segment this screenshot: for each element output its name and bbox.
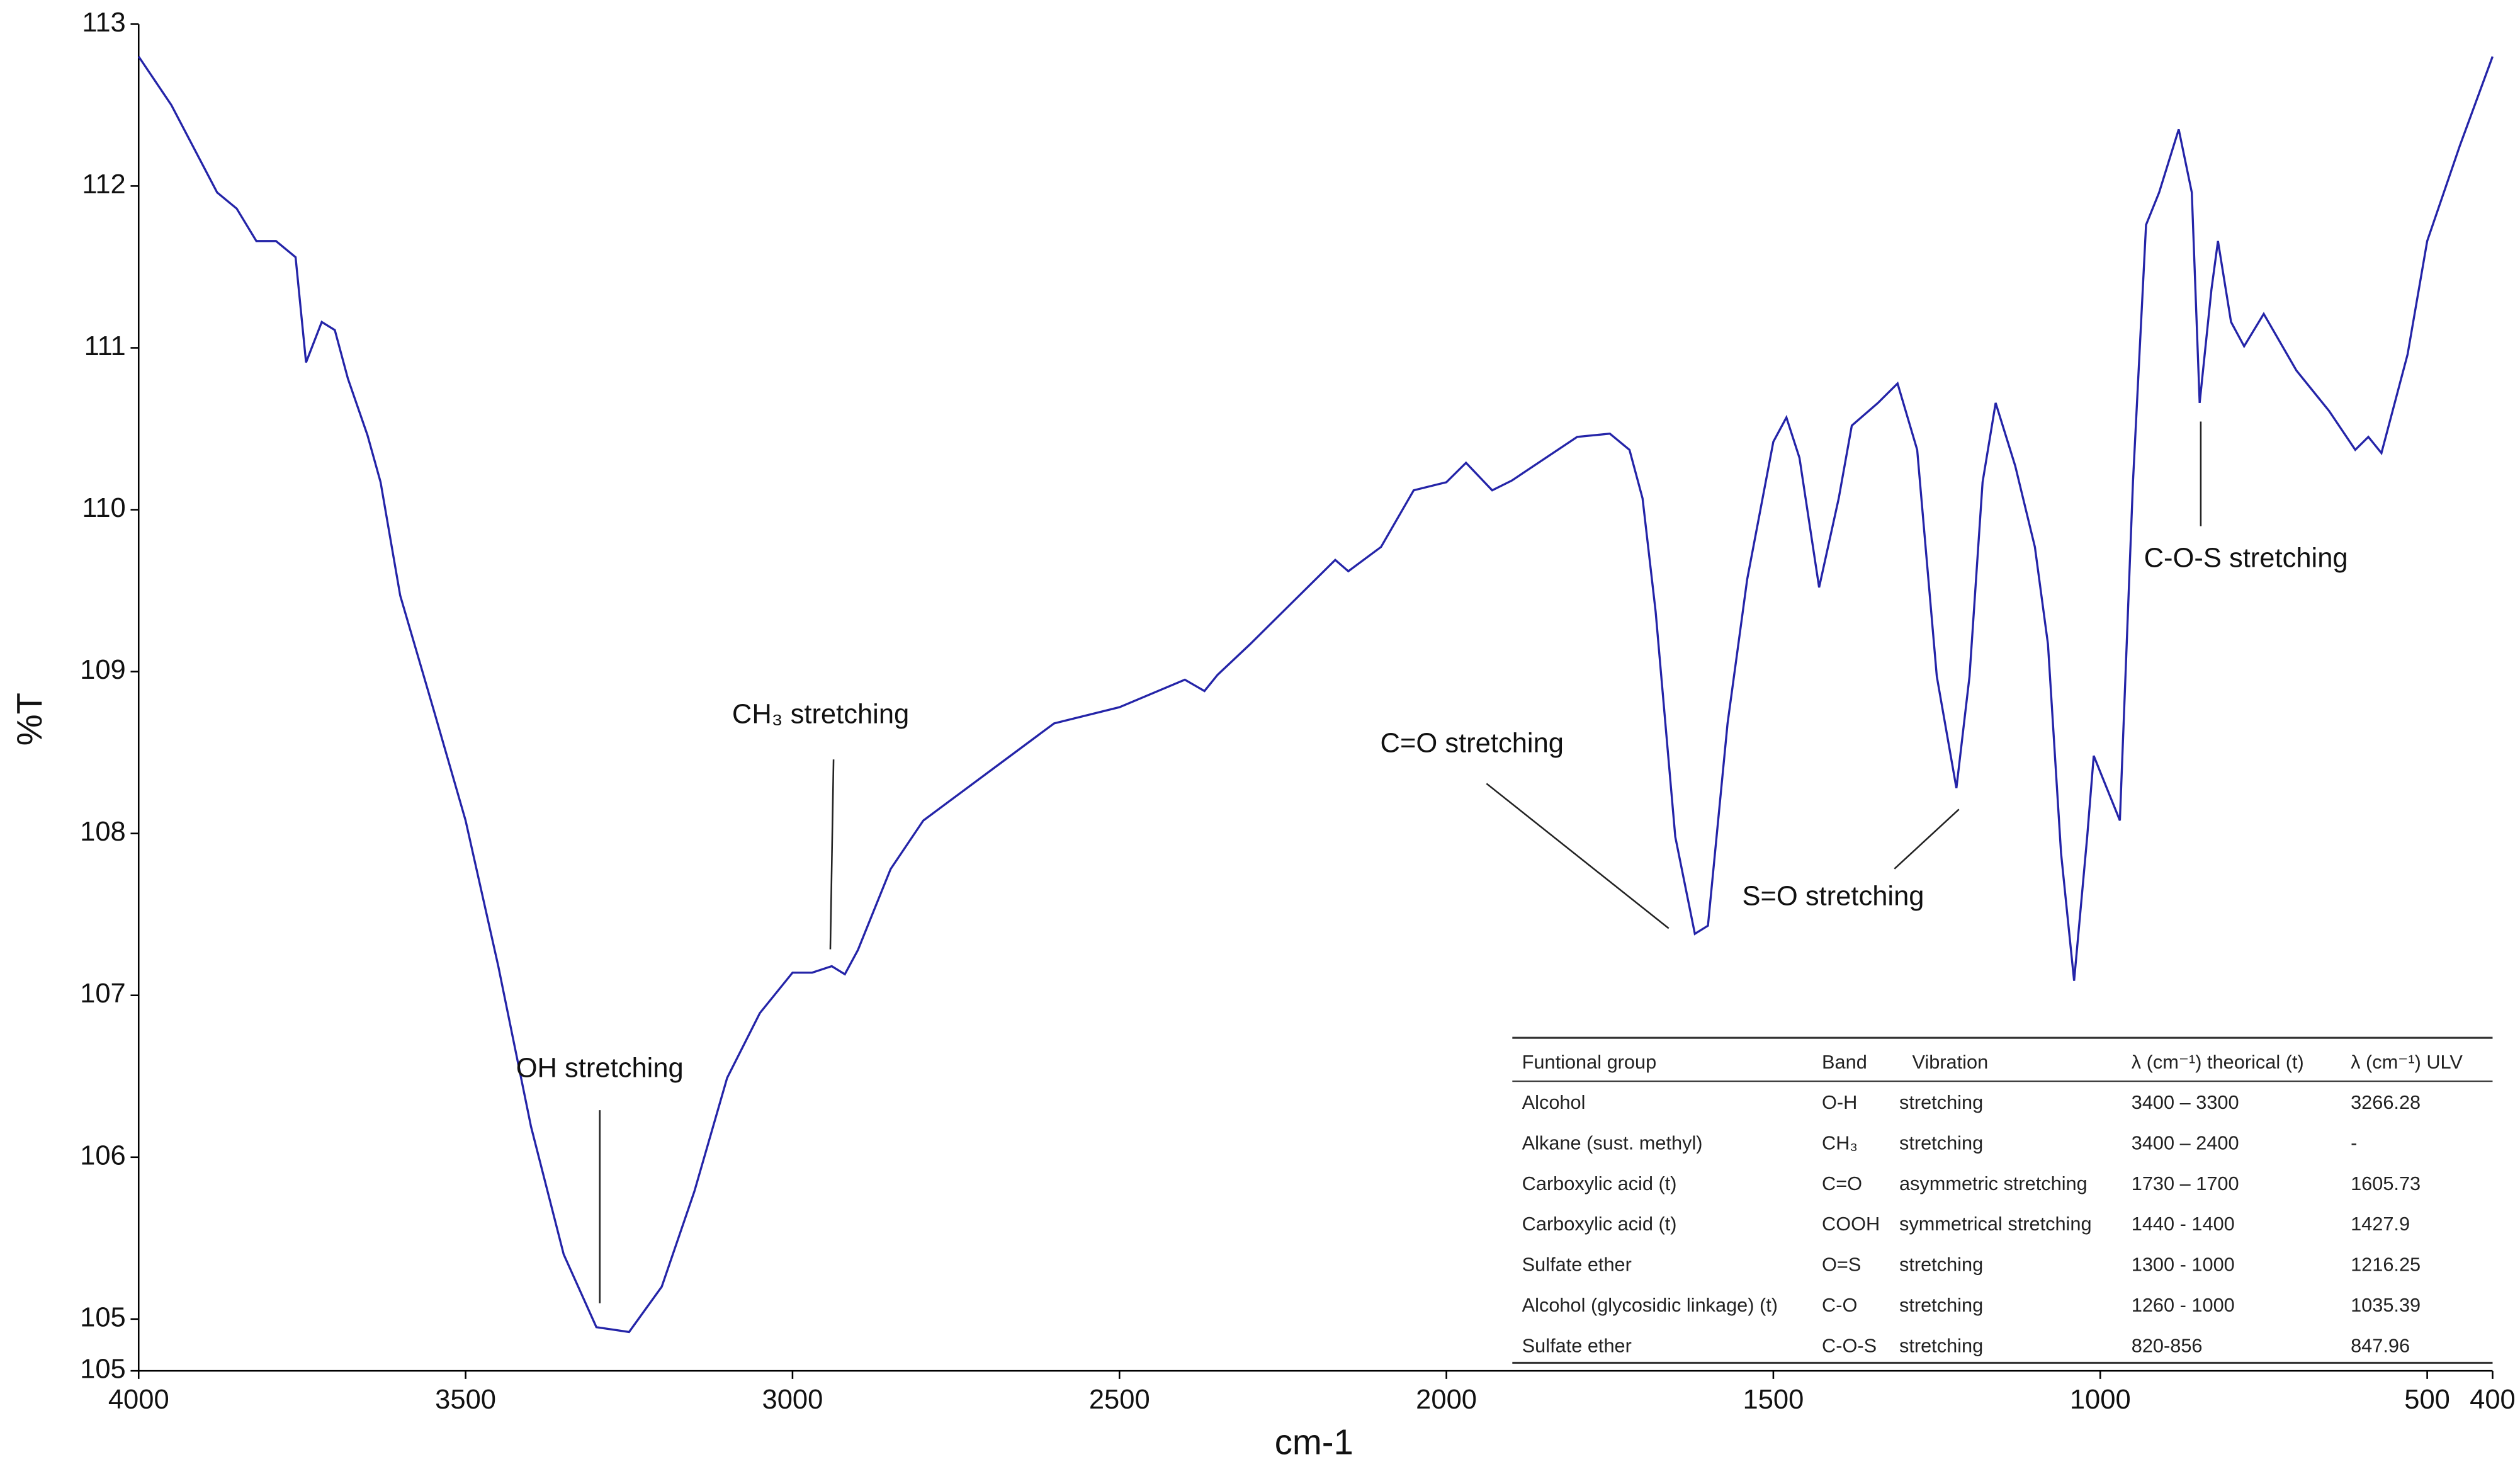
table-cell: 1035.39 <box>2351 1294 2421 1316</box>
table-cell: 1300 - 1000 <box>2132 1254 2235 1276</box>
spectrum-line <box>137 55 2494 1334</box>
annotation: OH stretching <box>516 1053 684 1084</box>
table-cell: COOH <box>1822 1213 1880 1235</box>
y-tick-label: 109 <box>80 655 126 685</box>
table-cell: 1440 - 1400 <box>2132 1213 2235 1235</box>
table-cell: 1260 - 1000 <box>2132 1294 2235 1316</box>
table-cell: stretching <box>1899 1132 1983 1154</box>
annotation: C-O-S stretching <box>2144 543 2348 574</box>
table-cell: CH₃ <box>1822 1132 1858 1154</box>
x-tick-label: 2000 <box>1416 1385 1477 1415</box>
table-cell: - <box>2351 1132 2357 1154</box>
table-header: Band <box>1822 1051 1867 1073</box>
table-cell: Carboxylic acid (t) <box>1522 1172 1677 1194</box>
table-cell: asymmetric stretching <box>1899 1172 2088 1194</box>
y-tick-label: 112 <box>82 169 125 200</box>
table-cell: 3400 – 2400 <box>2132 1132 2239 1154</box>
table-cell: stretching <box>1899 1091 1983 1113</box>
table-cell: C-O-S <box>1822 1334 1877 1356</box>
y-tick-label: 107 <box>80 978 126 1009</box>
table-cell: Alcohol (glycosidic linkage) (t) <box>1522 1294 1778 1316</box>
table-cell: 847.96 <box>2351 1334 2410 1356</box>
table-cell: 3266.28 <box>2351 1091 2421 1113</box>
table-cell: Sulfate ether <box>1522 1254 1632 1276</box>
x-tick-label: 3000 <box>762 1385 823 1415</box>
y-tick-label: 105 <box>80 1354 126 1385</box>
table-cell: C=O <box>1822 1172 1862 1194</box>
table-cell: 1216.25 <box>2351 1254 2421 1276</box>
x-tick-label: 4000 <box>108 1385 169 1415</box>
annotation-leader <box>1486 783 1670 929</box>
table-cell: stretching <box>1899 1334 1983 1356</box>
table-cell: O=S <box>1822 1254 1861 1276</box>
table-cell: Alcohol <box>1522 1091 1586 1113</box>
table-header: λ (cm⁻¹) ULV <box>2351 1051 2463 1073</box>
y-tick-label: 110 <box>82 493 125 523</box>
x-tick-label: 1000 <box>2070 1385 2131 1415</box>
table-cell: Carboxylic acid (t) <box>1522 1213 1677 1235</box>
table-cell: 3400 – 3300 <box>2132 1091 2239 1113</box>
y-tick-label: 106 <box>80 1140 126 1171</box>
x-tick-label: 2500 <box>1089 1385 1150 1415</box>
annotation-leader <box>829 759 835 950</box>
table-cell: stretching <box>1899 1294 1983 1316</box>
y-axis-title: %T <box>9 693 49 746</box>
y-tick-label: 111 <box>84 331 126 361</box>
x-axis-title: cm-1 <box>1275 1422 1353 1462</box>
x-tick-label: 1500 <box>1743 1385 1804 1415</box>
table-cell: 1730 – 1700 <box>2132 1172 2239 1194</box>
annotation: C=O stretching <box>1381 729 1564 759</box>
table-header: λ (cm⁻¹) theorical (t) <box>2132 1051 2304 1073</box>
annotation-leader <box>1894 808 1960 870</box>
y-tick-label: 108 <box>80 817 126 847</box>
table-cell: C-O <box>1822 1294 1857 1316</box>
table-cell: 820-856 <box>2132 1334 2203 1356</box>
table-cell: O-H <box>1822 1091 1857 1113</box>
table-cell: Alkane (sust. methyl) <box>1522 1132 1703 1154</box>
table-cell: 1427.9 <box>2351 1213 2410 1235</box>
table-cell: stretching <box>1899 1254 1983 1276</box>
x-tick-label: 400 <box>2470 1385 2516 1415</box>
x-tick-label: 500 <box>2404 1385 2450 1415</box>
annotation: S=O stretching <box>1742 881 1924 911</box>
table-cell: Sulfate ether <box>1522 1334 1632 1356</box>
table-header: Funtional group <box>1522 1051 1657 1073</box>
table-cell: 1605.73 <box>2351 1172 2421 1194</box>
x-tick-label: 3500 <box>435 1385 496 1415</box>
y-tick-label: 113 <box>82 8 125 38</box>
table-header: Vibration <box>1912 1051 1988 1073</box>
annotation: CH₃ stretching <box>732 700 909 730</box>
table-cell: symmetrical stretching <box>1899 1213 2092 1235</box>
y-tick-label: 105 <box>80 1302 126 1332</box>
